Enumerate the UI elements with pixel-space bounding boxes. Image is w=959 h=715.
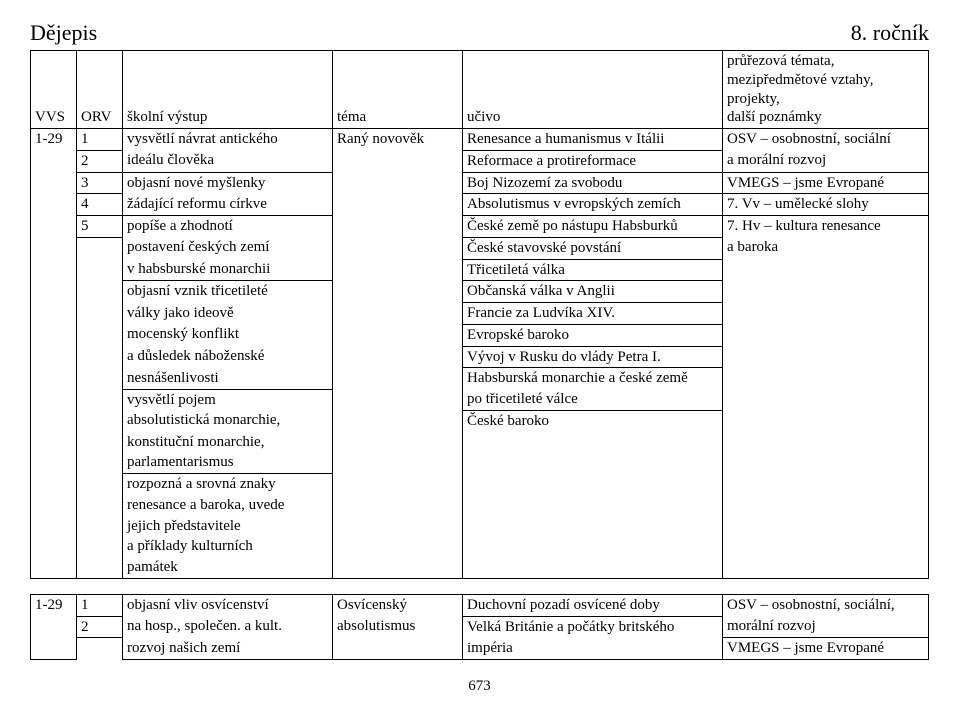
cell: jejich představitele — [123, 516, 333, 537]
col-vystup: školní výstup — [123, 51, 333, 129]
table-row: vysvětlí pojem po třicetileté válce — [31, 389, 929, 410]
cell: mocenský konflikt — [123, 324, 333, 346]
table-row: jejich představitele — [31, 516, 929, 537]
cell: absolutistická monarchie, — [123, 410, 333, 431]
cell: 7. Hv – kultura renesance — [723, 216, 929, 238]
table-header-row: VVS ORV školní výstup téma učivo průřezo… — [31, 51, 929, 129]
col-ucivo: učivo — [463, 51, 723, 129]
cell: Třicetiletá válka — [463, 259, 723, 281]
page-header: Dějepis 8. ročník — [30, 20, 929, 46]
table-row: konstituční monarchie, — [31, 432, 929, 453]
cell: České stavovské povstání — [463, 237, 723, 259]
cell: konstituční monarchie, — [123, 432, 333, 453]
cell: 4 — [77, 194, 123, 216]
cell: OSV – osobnostní, sociální, — [723, 594, 929, 616]
cell: 5 — [77, 216, 123, 238]
cell: rozpozná a srovná znaky — [123, 474, 333, 495]
curriculum-table: VVS ORV školní výstup téma učivo průřezo… — [30, 50, 929, 660]
cell: VMEGS – jsme Evropané — [723, 172, 929, 194]
cell: ideálu člověka — [123, 150, 333, 172]
cell: Evropské baroko — [463, 324, 723, 346]
table-row: parlamentarismus — [31, 452, 929, 473]
cell: 2 — [77, 616, 123, 638]
table-row: 1-29 1 vysvětlí návrat antického Raný no… — [31, 129, 929, 151]
cell: památek — [123, 557, 333, 578]
table-row: 5 popíše a zhodnotí České země po nástup… — [31, 216, 929, 238]
cell: renesance a baroka, uvede — [123, 495, 333, 516]
table-row: v habsburské monarchii Třicetiletá válka — [31, 259, 929, 281]
cell: Francie za Ludvíka XIV. — [463, 303, 723, 325]
cell: v habsburské monarchii — [123, 259, 333, 281]
cell: Velká Británie a počátky britského — [463, 616, 723, 638]
table-row: postavení českých zemí České stavovské p… — [31, 237, 929, 259]
cell: Osvícenský — [333, 594, 463, 616]
cell: postavení českých zemí — [123, 237, 333, 259]
table-row: 2 ideálu člověka Reformace a protireform… — [31, 150, 929, 172]
cell: 1 — [77, 594, 123, 616]
cell: Absolutismus v evropských zemích — [463, 194, 723, 216]
cell: parlamentarismus — [123, 452, 333, 473]
table-row: objasní vznik třicetileté Občanská válka… — [31, 281, 929, 303]
cell: České země po nástupu Habsburků — [463, 216, 723, 238]
cell: Boj Nizozemí za svobodu — [463, 172, 723, 194]
cell: Vývoj v Rusku do vlády Petra I. — [463, 346, 723, 368]
cell: rozvoj našich zemí — [123, 638, 333, 660]
table-row: války jako ideově Francie za Ludvíka XIV… — [31, 303, 929, 325]
table-row: památek — [31, 557, 929, 578]
cell: impéria — [463, 638, 723, 660]
col-tema: téma — [333, 51, 463, 129]
cell: a příklady kulturních — [123, 536, 333, 557]
cell: objasní vliv osvícenství — [123, 594, 333, 616]
cell: 1-29 — [31, 129, 77, 151]
cell: na hosp., společen. a kult. — [123, 616, 333, 638]
cell: a důsledek náboženské — [123, 346, 333, 368]
cell: Renesance a humanismus v Itálii — [463, 129, 723, 151]
cell: 1 — [77, 129, 123, 151]
cell: Duchovní pozadí osvícené doby — [463, 594, 723, 616]
cell: žádající reformu církve — [123, 194, 333, 216]
table-row: a důsledek náboženské Vývoj v Rusku do v… — [31, 346, 929, 368]
table-row: renesance a baroka, uvede — [31, 495, 929, 516]
cell: morální rozvoj — [723, 616, 929, 638]
cell: 1-29 — [31, 594, 77, 616]
table-row: mocenský konflikt Evropské baroko — [31, 324, 929, 346]
table-row: rozpozná a srovná znaky — [31, 474, 929, 495]
col-vvs: VVS — [31, 51, 77, 129]
table-row: 4 žádající reformu církve Absolutismus v… — [31, 194, 929, 216]
table-row: 2 na hosp., společen. a kult. absolutism… — [31, 616, 929, 638]
grade-title: 8. ročník — [851, 20, 929, 46]
cell: po třicetileté válce — [463, 389, 723, 410]
cell: OSV – osobnostní, sociální — [723, 129, 929, 151]
cell: Raný novověk — [333, 129, 463, 151]
cell: 7. Vv – umělecké slohy — [723, 194, 929, 216]
cell: a baroka — [723, 237, 929, 259]
section-spacer — [31, 578, 929, 594]
cell: Reformace a protireformace — [463, 150, 723, 172]
cell: války jako ideově — [123, 303, 333, 325]
cell: Občanská válka v Anglii — [463, 281, 723, 303]
table-row: 1-29 1 objasní vliv osvícenství Osvícens… — [31, 594, 929, 616]
cell: nesnášenlivosti — [123, 368, 333, 389]
cell: vysvětlí pojem — [123, 389, 333, 410]
cell: popíše a zhodnotí — [123, 216, 333, 238]
cell: VMEGS – jsme Evropané — [723, 638, 929, 660]
col-pozn: průřezová témata, mezipředmětové vztahy,… — [723, 51, 929, 129]
subject-title: Dějepis — [30, 20, 97, 46]
cell: vysvětlí návrat antického — [123, 129, 333, 151]
cell: 3 — [77, 172, 123, 194]
table-row: absolutistická monarchie, České baroko — [31, 410, 929, 431]
cell: České baroko — [463, 410, 723, 431]
cell: Habsburská monarchie a české země — [463, 368, 723, 389]
table-row: a příklady kulturních — [31, 536, 929, 557]
cell: objasní nové myšlenky — [123, 172, 333, 194]
table-row: rozvoj našich zemí impéria VMEGS – jsme … — [31, 638, 929, 660]
cell: absolutismus — [333, 616, 463, 638]
table-row: nesnášenlivosti Habsburská monarchie a č… — [31, 368, 929, 389]
cell: a morální rozvoj — [723, 150, 929, 172]
cell: objasní vznik třicetileté — [123, 281, 333, 303]
table-row: 3 objasní nové myšlenky Boj Nizozemí za … — [31, 172, 929, 194]
col-orv: ORV — [77, 51, 123, 129]
cell: 2 — [77, 150, 123, 172]
